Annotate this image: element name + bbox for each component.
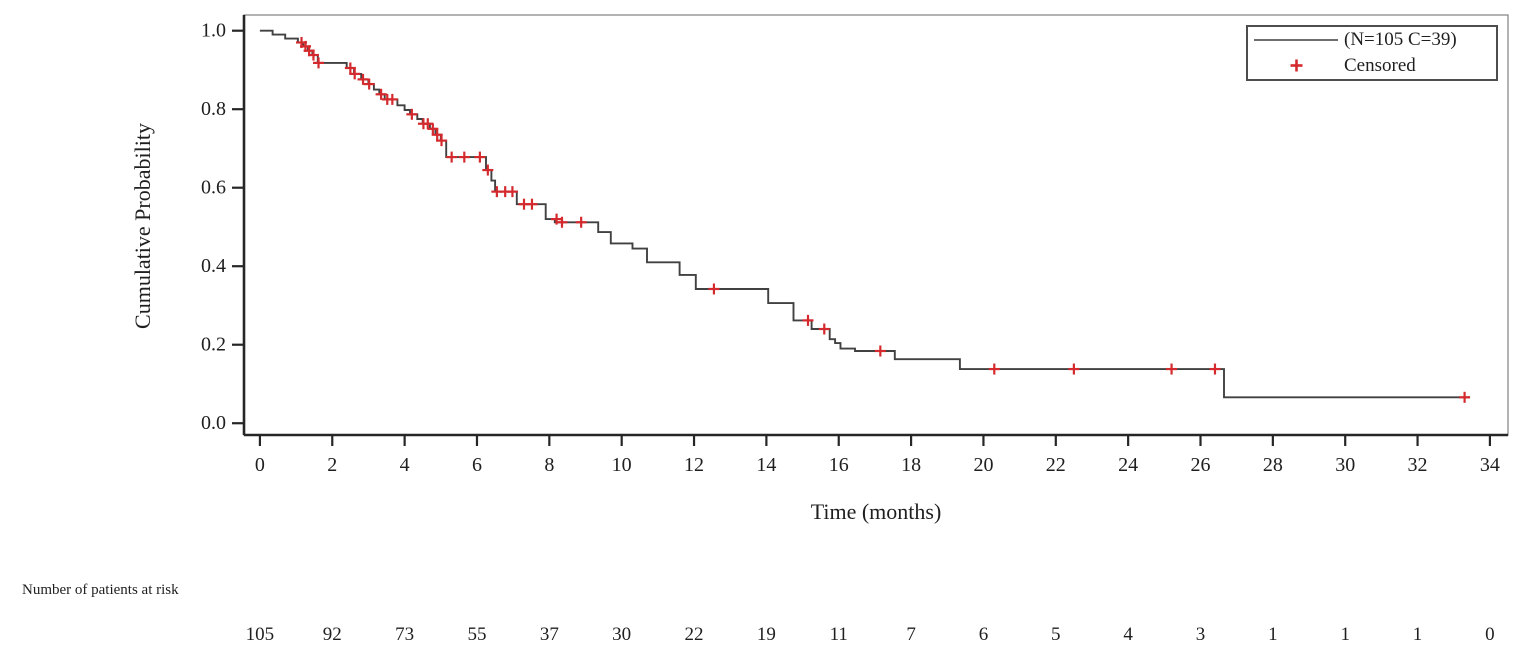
y-tick-label: 0.4 <box>201 255 226 277</box>
x-tick-label: 2 <box>327 454 337 476</box>
x-tick-label: 22 <box>1046 454 1066 476</box>
legend-series-label: (N=105 C=39) <box>1344 29 1457 51</box>
at-risk-count: 105 <box>246 624 275 645</box>
censored-marks <box>296 36 1471 403</box>
survival-line-sample-icon <box>1254 39 1338 42</box>
at-risk-count: 1 <box>1268 624 1278 645</box>
at-risk-count: 4 <box>1123 624 1133 645</box>
legend-censored-label: Censored <box>1344 54 1416 76</box>
legend-line-marker <box>1248 39 1344 42</box>
survival-curve <box>259 29 1470 399</box>
at-risk-count: 37 <box>540 624 559 645</box>
x-tick-label: 4 <box>400 454 410 476</box>
x-tick-label: 34 <box>1480 454 1500 476</box>
at-risk-count: 73 <box>395 624 414 645</box>
x-tick-label: 12 <box>684 454 704 476</box>
x-tick-label: 28 <box>1263 454 1283 476</box>
y-axis-ticks: 0.0 0.2 0.4 0.6 0.8 1.0 <box>201 20 244 434</box>
x-tick-label: 18 <box>901 454 921 476</box>
x-tick-label: 30 <box>1335 454 1355 476</box>
x-tick-label: 8 <box>544 454 554 476</box>
y-tick-label: 0.8 <box>201 98 226 120</box>
legend: (N=105 C=39) Censored <box>1246 25 1498 81</box>
x-axis-ticks: 0 2 4 6 8 10 12 14 16 18 20 22 24 26 28 30 32 34 <box>255 435 1500 476</box>
x-tick-label: 0 <box>255 454 265 476</box>
x-tick-label: 26 <box>1191 454 1211 476</box>
at-risk-count: 7 <box>906 624 916 645</box>
at-risk-count: 6 <box>979 624 989 645</box>
at-risk-count: 5 <box>1051 624 1061 645</box>
at-risk-row: 105 92 73 55 37 30 22 19 11 7 6 5 4 3 1 1 1 0 <box>246 624 1495 645</box>
x-tick-label: 20 <box>973 454 993 476</box>
x-tick-label: 32 <box>1408 454 1428 476</box>
at-risk-title: Number of patients at risk <box>22 582 179 598</box>
at-risk-count: 22 <box>685 624 704 645</box>
y-tick-label: 0.6 <box>201 177 226 199</box>
legend-plus-marker <box>1248 58 1344 73</box>
legend-row-censored: Censored <box>1248 54 1496 78</box>
x-tick-label: 16 <box>829 454 849 476</box>
at-risk-count: 30 <box>612 624 631 645</box>
censored-plus-icon <box>1290 59 1302 72</box>
at-risk-count: 55 <box>467 624 486 645</box>
y-tick-label: 0.2 <box>201 334 226 356</box>
x-tick-label: 24 <box>1118 454 1138 476</box>
at-risk-count: 1 <box>1413 624 1423 645</box>
at-risk-count: 1 <box>1340 624 1350 645</box>
x-tick-label: 14 <box>756 454 776 476</box>
at-risk-count: 3 <box>1196 624 1206 645</box>
x-tick-label: 10 <box>612 454 632 476</box>
x-tick-label: 6 <box>472 454 482 476</box>
y-tick-label: 0.0 <box>201 412 226 434</box>
at-risk-count: 92 <box>323 624 342 645</box>
at-risk-count: 11 <box>830 624 848 645</box>
at-risk-count: 0 <box>1485 624 1495 645</box>
at-risk-count: 19 <box>757 624 776 645</box>
y-tick-label: 1.0 <box>201 20 226 42</box>
y-axis-title: Cumulative Probability <box>130 123 155 329</box>
x-axis-title: Time (months) <box>810 499 942 524</box>
legend-row-series: (N=105 C=39) <box>1248 28 1496 52</box>
